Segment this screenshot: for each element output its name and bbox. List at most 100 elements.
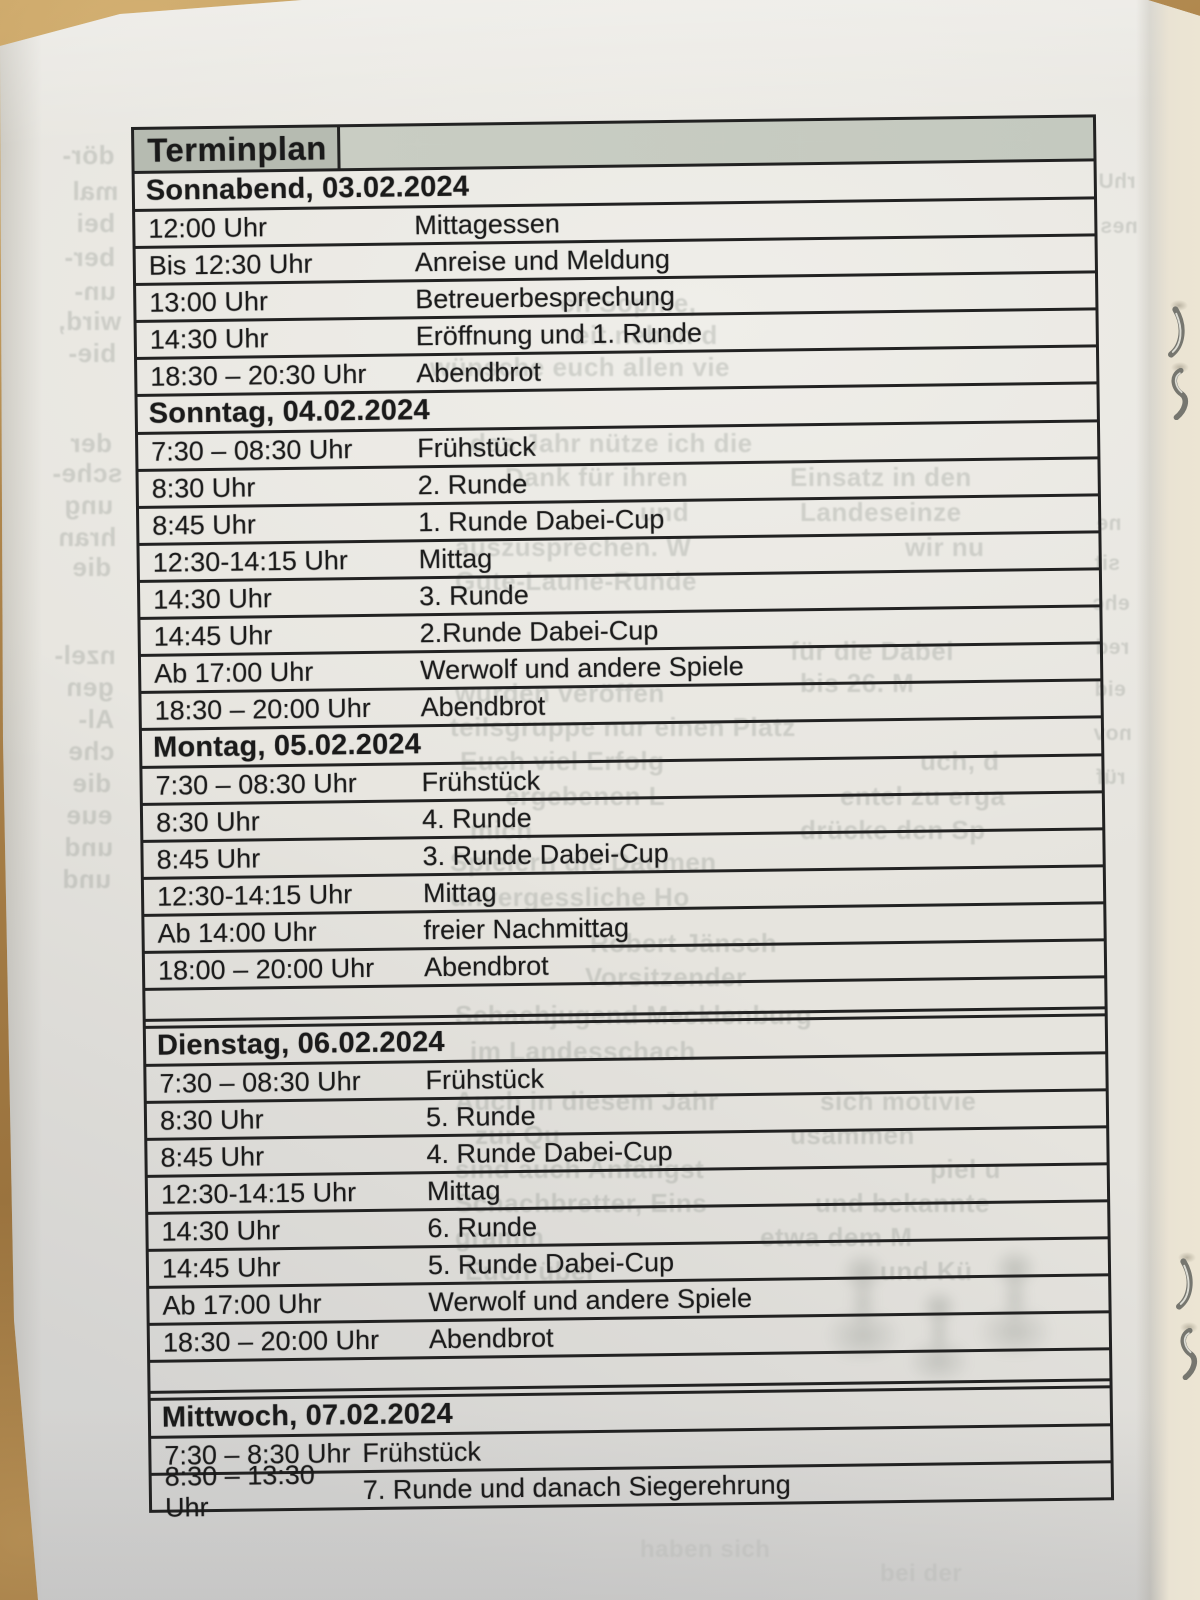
ghost-text-fragment: mich <box>470 815 533 845</box>
ghost-text-fragment: mal <box>72 176 119 206</box>
activity-cell: Mittag <box>426 1174 501 1206</box>
activity-cell: Eröffnung und 1. Runde <box>415 317 703 351</box>
ghost-text-fragment: Auch in diesem Jahr <box>455 1086 719 1116</box>
ghost-text-fragment: entel zu erga <box>840 781 1006 811</box>
ghost-text-fragment: etwa dem M <box>760 1222 913 1252</box>
ghost-text-fragment: Schachjugend Mecklenburg <box>455 1000 813 1030</box>
ghost-text-fragment: und <box>640 497 690 527</box>
staple-dent <box>1178 1252 1196 1263</box>
ghost-text-fragment: für die Dabei <box>790 636 954 666</box>
time-cell: 14:45 Uhr <box>161 1251 281 1284</box>
ghost-text-fragment: Schachbretter, Eins <box>455 1188 708 1218</box>
ghost-text-fragment: dör- <box>62 140 115 170</box>
ghost-text-fragment: nzel- <box>54 640 116 670</box>
time-cell: Ab 14:00 Uhr <box>157 916 317 949</box>
staple-dent <box>1180 1322 1198 1333</box>
time-cell: 18:30 – 20:00 Uhr <box>162 1324 380 1358</box>
ghost-text-fragment: auszusprechen. W <box>455 532 692 562</box>
ghost-text-fragment: haben sich <box>640 1536 771 1563</box>
schedule-row: 8:30 – 13:30 Uhr 7. Runde und danach Sieg… <box>152 1460 1111 1523</box>
ghost-text-fragment: die <box>72 768 112 798</box>
ghost-text-fragment: ber- <box>64 242 116 272</box>
ghost-text-fragment: rhU <box>1098 170 1136 193</box>
time-cell: 18:30 – 20:30 Uhr <box>150 358 367 392</box>
staple-icon <box>1166 306 1190 358</box>
bleed-through-pawn-silhouette <box>908 1286 970 1382</box>
activity-cell: Abendbrot <box>420 690 546 722</box>
day-header: Dienstag, 06.02.2024 <box>156 1025 445 1062</box>
activity-cell: 5. Runde <box>425 1100 536 1132</box>
activity-cell: Betreuerbesprechung <box>415 280 676 314</box>
staple-icon <box>1174 1258 1198 1310</box>
ghost-text-fragment: die <box>72 552 112 582</box>
staple-dent <box>1171 362 1189 373</box>
activity-cell: 4. Runde <box>421 802 532 834</box>
ghost-text-fragment: gramm <box>455 1222 545 1252</box>
time-cell: Bis 12:30 Uhr <box>148 248 313 281</box>
page-title: Terminplan <box>147 128 327 169</box>
time-cell: 14:30 Uhr <box>161 1214 281 1247</box>
time-cell: 8:30 Uhr <box>159 1103 264 1136</box>
ghost-text-fragment: und Kü <box>880 1256 973 1286</box>
activity-cell: 4. Runde Dabei-Cup <box>426 1135 673 1169</box>
ghost-text-fragment: un- <box>74 276 116 306</box>
time-cell: 18:00 – 20:00 Uhr <box>157 952 375 986</box>
time-cell: Ab 17:00 Uhr <box>153 656 314 689</box>
activity-cell: Frühstück <box>425 1063 545 1095</box>
ghost-text-fragment: usammen <box>790 1120 915 1150</box>
time-cell: 12:30-14:15 Uhr <box>152 544 349 578</box>
day-header: Montag, 05.02.2024 <box>152 728 422 764</box>
time-cell: 12:30-14:15 Uhr <box>156 878 353 912</box>
ghost-text-fragment: bie- <box>68 338 117 368</box>
time-cell: 8:45 Uhr <box>156 842 261 875</box>
activity-cell: Werwolf und andere Spiele <box>428 1282 753 1317</box>
ghost-text-fragment: ung <box>64 490 114 520</box>
activity-cell: 2.Runde Dabei-Cup <box>419 614 659 648</box>
day-header: Mittwoch, 07.02.2024 <box>161 1397 453 1434</box>
ghost-text-fragment: und <box>64 832 114 862</box>
time-cell: 8:30 Uhr <box>155 805 260 838</box>
time-cell: 7:30 – 08:30 Uhr <box>159 1065 361 1099</box>
staple-dent <box>1170 300 1188 311</box>
activity-cell: 6. Runde <box>427 1211 538 1243</box>
schedule-table: Terminplan Sonnabend, 03.02.2024 12:00 Uhr… <box>131 114 1115 1523</box>
ghost-text-fragment: Vorsitzender <box>585 962 747 992</box>
ghost-text-fragment: der <box>70 428 112 458</box>
day-header: Sonnabend, 03.02.2024 <box>145 170 470 207</box>
ghost-text-fragment: Al- <box>78 704 115 734</box>
activity-cell: Mittagessen <box>414 207 561 240</box>
staple-icon <box>1167 368 1191 420</box>
time-cell: 14:30 Uhr <box>149 322 269 355</box>
ghost-text-fragment: und <box>62 864 112 894</box>
ghost-text-fragment: piel u <box>930 1154 1001 1184</box>
activity-cell: Frühstück <box>362 1436 482 1468</box>
ghost-text-fragment: Euch viel Erfolg <box>460 746 665 776</box>
ghost-text-fragment: sind auch Anfängst <box>455 1154 705 1184</box>
ghost-text-fragment: Gute-Laune-Runde <box>455 566 697 596</box>
ghost-text-fragment: Dank für ihren <box>505 462 689 492</box>
ghost-text-fragment: unvergessliche Ho <box>450 882 690 912</box>
ghost-text-fragment: sche- <box>52 458 123 488</box>
ghost-text-fragment: Robert Jänsch <box>590 928 778 958</box>
staple-icon <box>1176 1328 1200 1380</box>
activity-cell: Werwolf und andere Spiele <box>419 650 745 685</box>
ghost-text-fragment: das Jahr nütze ich die <box>470 428 753 458</box>
activity-cell: 7. Runde und danach Siegerehrung <box>362 1468 791 1505</box>
activity-cell: Anreise und Meldung <box>414 243 671 277</box>
time-cell: 7:30 – 08:30 Uhr <box>151 433 353 467</box>
ghost-text-fragment: nes <box>1100 215 1138 238</box>
time-cell: 7:30 – 08:30 Uhr <box>155 767 357 801</box>
ghost-text-fragment: Landeseinze <box>800 497 962 527</box>
bleed-through-pawn-silhouette <box>826 1248 900 1360</box>
ghost-text-fragment: Spielern die Daumen <box>450 847 717 877</box>
ghost-text-fragment: wurden veröffen <box>455 678 665 708</box>
time-cell: 12:00 Uhr <box>148 211 268 244</box>
activity-cell: Frühstück <box>421 765 541 797</box>
ghost-text-fragment: Euch über <box>465 1256 597 1286</box>
ghost-text-fragment: zur Qu <box>475 1120 561 1150</box>
time-cell: 12:30-14:15 Uhr <box>160 1176 357 1210</box>
time-cell: 8:45 Uhr <box>152 508 256 541</box>
day-header: Sonntag, 04.02.2024 <box>148 394 430 430</box>
